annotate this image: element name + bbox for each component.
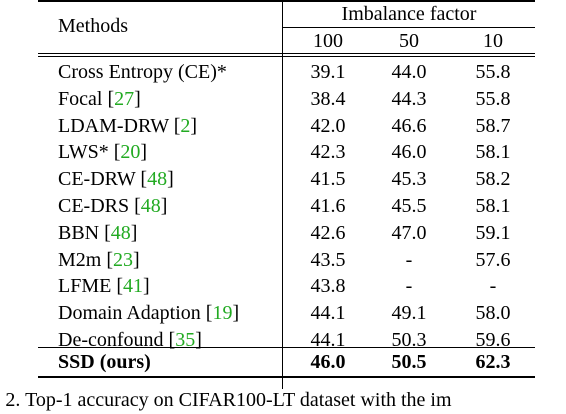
row-method: Cross Entropy (CE)* — [58, 60, 227, 84]
ours-value-100: 46.0 — [310, 351, 346, 373]
method-name: Focal — [58, 87, 103, 110]
table-cell: 42.6 — [310, 221, 346, 244]
imbalance-factor-header: Imbalance factor — [341, 3, 477, 25]
table-cell: 58.7 — [475, 114, 511, 137]
bottom-rule — [38, 376, 535, 378]
table-cell: 42.0 — [310, 114, 346, 137]
method-name: Cross Entropy (CE)* — [58, 61, 227, 83]
method-name: M2m — [58, 248, 102, 271]
table-cell: - — [405, 248, 413, 271]
table-cell: 44.1 — [310, 329, 346, 351]
table-cell: 42.3 — [310, 141, 346, 164]
method-name: BBN — [58, 221, 100, 244]
row-method: Focal [27] — [58, 87, 141, 110]
table-cell: 43.5 — [310, 248, 346, 271]
group-rule — [283, 27, 535, 28]
factor-10-header: 10 — [483, 30, 503, 52]
header-rule-2 — [38, 56, 535, 57]
method-name: LFME — [58, 275, 112, 298]
table-cell: 58.1 — [475, 141, 511, 164]
method-name: LDAM-DRW — [58, 114, 169, 137]
header-rule — [38, 53, 535, 54]
top-rule — [38, 0, 535, 2]
citation-link[interactable]: 20 — [120, 141, 141, 164]
table-cell: 46.0 — [391, 141, 427, 164]
column-divider — [282, 0, 283, 389]
table-cell: 55.8 — [475, 87, 511, 110]
citation-link[interactable]: 19 — [212, 302, 233, 325]
methods-header: Methods — [58, 15, 128, 37]
row-method: CE-DRS [48] — [58, 195, 168, 217]
ours-rule — [38, 347, 535, 348]
method-name: De-confound — [58, 329, 164, 351]
table-cell: 45.3 — [391, 168, 427, 191]
row-method: Domain Adaption [19] — [58, 302, 240, 325]
ours-value-10: 62.3 — [475, 351, 511, 373]
citation-link[interactable]: 48 — [147, 168, 168, 191]
table-cell: 41.6 — [310, 195, 346, 217]
citation-link[interactable]: 48 — [110, 221, 131, 244]
table-cell: 47.0 — [391, 221, 427, 244]
table-cell: 59.6 — [475, 329, 511, 351]
row-method: LWS* [20] — [58, 141, 148, 164]
citation-link[interactable]: 27 — [114, 87, 135, 110]
table-cell: 58.2 — [475, 168, 511, 191]
method-name: Domain Adaption — [58, 302, 201, 325]
factor-100-header: 100 — [313, 30, 343, 52]
ours-value-50: 50.5 — [391, 351, 427, 373]
citation-link[interactable]: 48 — [140, 195, 161, 217]
row-method: De-confound [35] — [58, 329, 202, 351]
table-cell: 50.3 — [391, 329, 427, 351]
table-cell: 58.0 — [475, 302, 511, 325]
table-cell: 44.0 — [391, 61, 427, 83]
table-cell: 44.1 — [310, 302, 346, 325]
table-caption: le 2. Top-1 accuracy on CIFAR100-LT data… — [0, 389, 452, 411]
table-cell: 43.8 — [310, 275, 346, 298]
method-name: CE-DRW — [58, 168, 136, 191]
row-method: CE-DRW [48] — [58, 168, 174, 191]
citation-link[interactable]: 41 — [123, 275, 144, 298]
table-cell: 41.5 — [310, 168, 346, 191]
method-name: CE-DRS — [58, 195, 130, 217]
table-cell: - — [489, 275, 497, 298]
factor-50-header: 50 — [399, 30, 419, 52]
table-cell: 44.3 — [391, 87, 427, 110]
table-cell: 49.1 — [391, 302, 427, 325]
table-cell: 55.8 — [475, 61, 511, 83]
table-cell: 58.1 — [475, 195, 511, 217]
table-cell: 38.4 — [310, 87, 346, 110]
row-method: LFME [41] — [58, 275, 150, 298]
citation-link[interactable]: 2 — [180, 114, 191, 137]
table-cell: 39.1 — [310, 61, 346, 83]
table-cell: - — [405, 275, 413, 298]
table-cell: 45.5 — [391, 195, 427, 217]
table-cell: 46.6 — [391, 114, 427, 137]
ours-method: SSD (ours) — [58, 351, 151, 373]
citation-link[interactable]: 35 — [175, 329, 196, 351]
row-method: BBN [48] — [58, 221, 138, 244]
table-cell: 57.6 — [475, 248, 511, 271]
citation-link[interactable]: 23 — [113, 248, 134, 271]
method-name: LWS* — [58, 141, 109, 164]
row-method: LDAM-DRW [2] — [58, 114, 198, 137]
row-method: M2m [23] — [58, 248, 140, 271]
table-cell: 59.1 — [475, 221, 511, 244]
